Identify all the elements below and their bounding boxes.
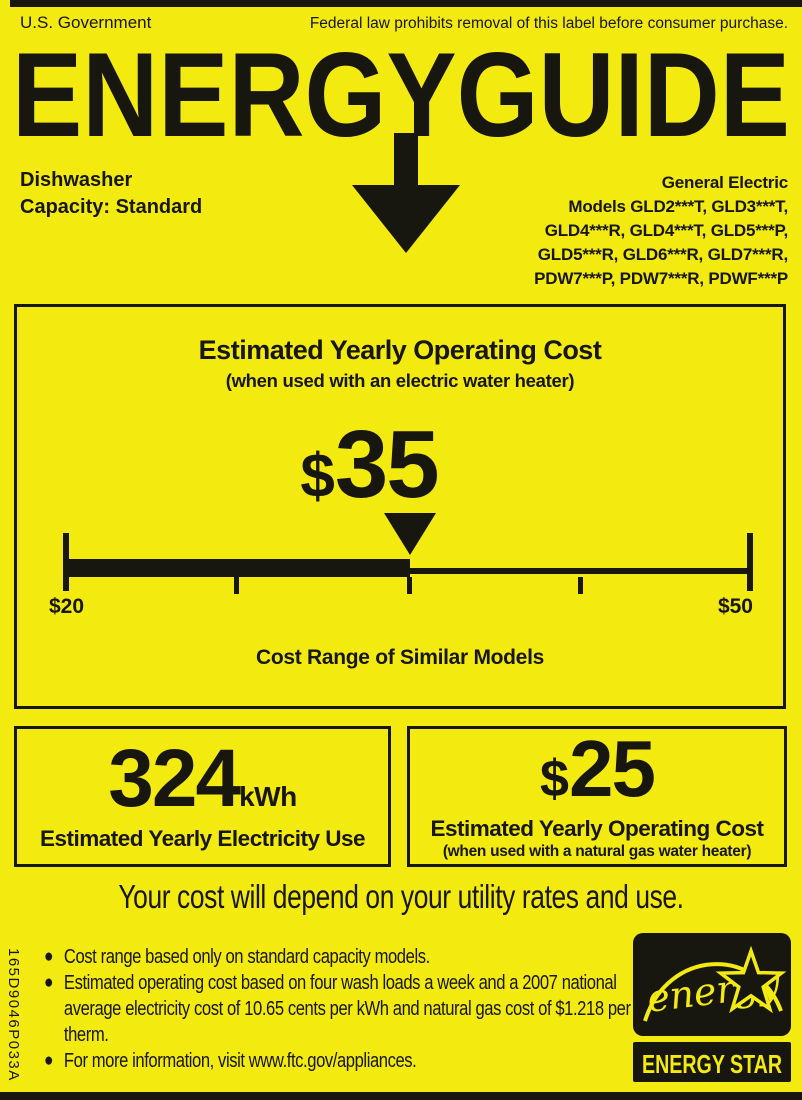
product-info: Dishwasher Capacity: Standard [20, 167, 202, 221]
electricity-use-box: 324kWh Estimated Yearly Electricity Use [14, 726, 391, 867]
bullet-icon: ● [44, 1050, 54, 1071]
estimated-cost-value: $35 [17, 410, 721, 520]
scale-filled-range-bar [66, 559, 410, 577]
cost-amount: 35 [334, 411, 440, 518]
scale-max-label: $50 [717, 595, 753, 618]
manufacturer-models: General Electric Models GLD2***T, GLD3**… [534, 171, 788, 291]
gas-cost-label: Estimated Yearly Operating Cost [430, 815, 764, 841]
model-line: GLD4***R, GLD4***T, GLD5***P, [544, 221, 789, 240]
kwh-number: 324 [108, 732, 241, 824]
cost-pointer-icon [384, 513, 436, 555]
gas-cost-sublabel: (when used with a natural gas water heat… [442, 842, 752, 860]
scale-min-label: $20 [49, 595, 85, 618]
currency-sign: $ [300, 442, 335, 511]
energy-star-arc [643, 962, 783, 1022]
bullet-icon: ● [44, 972, 54, 993]
utility-rates-note: Your cost will depend on your utility ra… [118, 878, 684, 915]
federal-law-notice: Federal law prohibits removal of this la… [309, 15, 788, 32]
model-line: PDW7***P, PDW7***R, PDWF***P [534, 269, 788, 288]
electricity-use-label: Estimated Yearly Electricity Use [39, 826, 366, 852]
label-part-number: 165D9046P033A [5, 948, 22, 1082]
gas-operating-cost-box: $25 Estimated Yearly Operating Cost (whe… [407, 726, 787, 867]
scale-middle-tick [407, 577, 412, 594]
bullet-icon: ● [44, 946, 54, 967]
electricity-use-value: 324kWh [108, 737, 297, 819]
scale-caption: Cost Range of Similar Models [256, 646, 544, 669]
energyguide-logo-text: ENERGYGUIDE [12, 40, 790, 142]
list-item: ● Cost range based only on standard capa… [44, 944, 633, 970]
energy-star-label: ENERGY STAR [642, 1049, 782, 1079]
scale-threequarter-tick [578, 577, 583, 594]
footnote-text: Estimated operating cost based on four w… [63, 972, 631, 1046]
scale-quarter-tick [234, 577, 239, 594]
footnote-text: Cost range based only on standard capaci… [63, 946, 430, 968]
energyguide-logo: ENERGYGUIDE [12, 40, 790, 142]
list-item: ● Estimated operating cost based on four… [44, 970, 633, 1048]
operating-cost-box: Estimated Yearly Operating Cost (when us… [14, 304, 786, 709]
bottom-divider-bar [0, 1092, 802, 1100]
footnotes-list: ● Cost range based only on standard capa… [44, 944, 633, 1074]
gas-cost-amount: 25 [568, 724, 656, 814]
operating-cost-title: Estimated Yearly Operating Cost [198, 335, 602, 365]
footnote-text: For more information, visit www.ftc.gov/… [63, 1050, 417, 1072]
manufacturer-name: General Electric [661, 173, 788, 192]
header-row: U.S. Government Federal law prohibits re… [20, 13, 788, 33]
kwh-unit: kWh [239, 780, 297, 812]
currency-sign: $ [540, 750, 569, 809]
model-line: GLD5***R, GLD6***R, GLD7***R, [537, 245, 788, 264]
star-icon [715, 945, 787, 1014]
product-capacity: Capacity: Standard [20, 196, 203, 218]
operating-cost-subtitle: (when used with an electric water heater… [225, 370, 575, 391]
model-line: Models GLD2***T, GLD3***T, [568, 197, 788, 216]
energy-star-logo: energy ENERGY STAR [633, 933, 791, 1082]
product-type: Dishwasher [20, 169, 133, 191]
down-arrow-icon [352, 133, 460, 253]
gas-cost-value: $25 [540, 729, 656, 809]
scale-right-end-tick [747, 533, 753, 591]
top-divider-bar [10, 0, 802, 7]
list-item: ● For more information, visit www.ftc.go… [44, 1048, 633, 1074]
us-government-text: U.S. Government [20, 13, 152, 32]
